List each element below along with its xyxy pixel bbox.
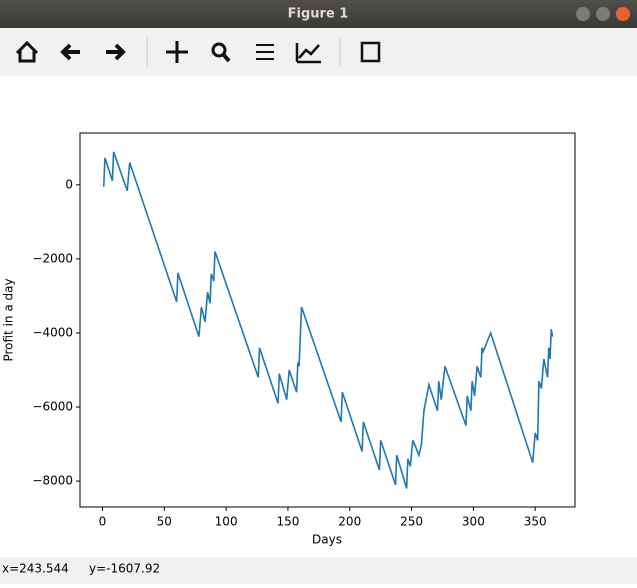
x-axis-label: Days bbox=[312, 533, 342, 547]
subplots-button[interactable] bbox=[256, 44, 274, 60]
y-axis-label: Profit in a day bbox=[2, 278, 16, 361]
status-x: x=243.544 bbox=[2, 562, 69, 576]
y-tick-label: −6000 bbox=[32, 400, 73, 414]
close-button[interactable] bbox=[616, 7, 630, 21]
status-y: y=-1607.92 bbox=[89, 562, 160, 576]
zoom-button[interactable] bbox=[211, 42, 231, 63]
y-tick-label: −8000 bbox=[32, 474, 73, 488]
x-tick-label: 100 bbox=[215, 515, 238, 529]
maximize-button[interactable] bbox=[596, 7, 610, 21]
minimize-button[interactable] bbox=[576, 7, 590, 21]
x-tick-label: 250 bbox=[400, 515, 423, 529]
x-tick-label: 350 bbox=[524, 515, 547, 529]
plot-frame bbox=[79, 132, 576, 508]
window-title: Figure 1 bbox=[288, 7, 349, 22]
x-tick-label: 150 bbox=[276, 515, 299, 529]
x-tick-label: 50 bbox=[157, 515, 172, 529]
x-tick-label: 200 bbox=[338, 515, 361, 529]
x-tick-label: 0 bbox=[99, 515, 107, 529]
data-line bbox=[102, 151, 554, 489]
toolbar bbox=[0, 28, 637, 76]
y-tick-label: −2000 bbox=[32, 251, 73, 265]
save-button[interactable] bbox=[360, 41, 381, 63]
home-button[interactable] bbox=[15, 40, 39, 63]
y-tick-label: 0 bbox=[65, 177, 73, 191]
toolbar-icons bbox=[15, 38, 381, 66]
customize-button[interactable] bbox=[295, 43, 321, 64]
x-tick-label: 300 bbox=[462, 515, 485, 529]
pan-button[interactable] bbox=[166, 41, 188, 63]
y-tick-label: −4000 bbox=[32, 325, 73, 339]
status-bar bbox=[0, 557, 637, 584]
back-button[interactable] bbox=[60, 43, 80, 61]
forward-button[interactable] bbox=[106, 43, 126, 61]
figure-canvas bbox=[0, 76, 637, 557]
title-bar bbox=[0, 0, 637, 28]
